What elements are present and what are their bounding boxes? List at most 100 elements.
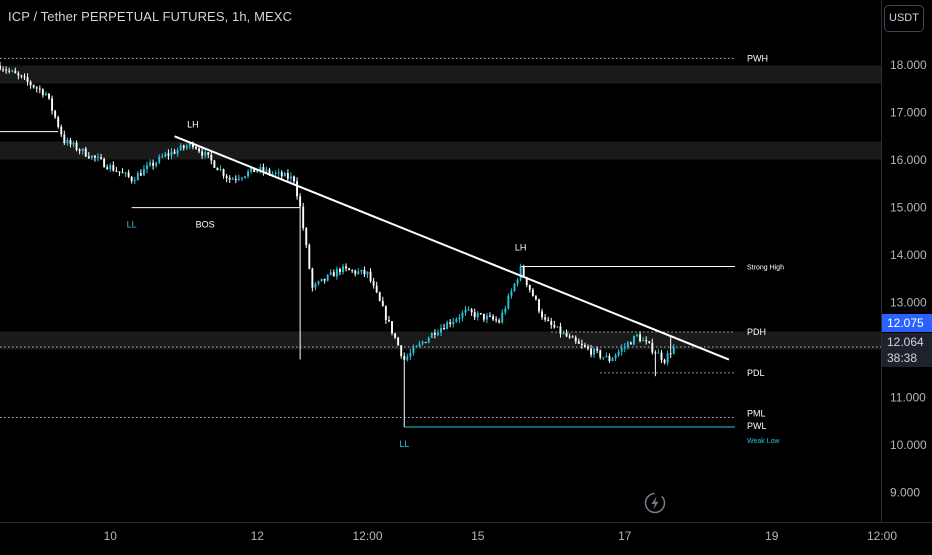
candle xyxy=(424,341,427,344)
candle xyxy=(185,143,188,150)
candle xyxy=(57,115,60,129)
candle xyxy=(449,319,452,328)
candle xyxy=(620,344,623,356)
candle xyxy=(531,287,534,297)
candle xyxy=(48,93,50,100)
candle xyxy=(467,306,470,311)
candle xyxy=(642,336,645,342)
candle xyxy=(547,316,550,322)
candle xyxy=(115,166,118,172)
candle xyxy=(440,324,442,337)
candle xyxy=(553,320,556,329)
candle xyxy=(397,336,400,346)
candle xyxy=(541,308,544,320)
candle xyxy=(87,152,90,160)
currency-button[interactable]: USDT xyxy=(884,5,924,32)
candle xyxy=(599,349,602,360)
candle xyxy=(121,168,124,174)
candle xyxy=(470,307,473,316)
price-tick-label: 10.000 xyxy=(890,438,927,452)
candle xyxy=(593,347,596,358)
candle xyxy=(654,350,657,377)
candle xyxy=(32,84,35,89)
candle xyxy=(394,332,397,340)
price-tick-label: 16.000 xyxy=(890,153,927,167)
level-band xyxy=(0,141,882,160)
time-tick-label: 15 xyxy=(471,529,485,543)
candle xyxy=(458,313,461,323)
candle xyxy=(657,349,660,354)
candle xyxy=(158,154,161,165)
candle xyxy=(69,137,72,148)
candle xyxy=(133,177,136,185)
candle xyxy=(118,171,121,177)
candle xyxy=(97,153,99,162)
level-band xyxy=(0,65,882,84)
candle xyxy=(106,164,109,171)
candle xyxy=(293,175,295,185)
candle xyxy=(473,308,476,321)
annotations: LH LL BOS LH LL Weak Low xyxy=(127,119,781,449)
candle xyxy=(348,267,351,271)
candle xyxy=(363,266,366,278)
candle xyxy=(354,269,357,277)
candle xyxy=(100,153,103,160)
candle xyxy=(317,280,320,286)
candlesticks xyxy=(0,61,675,428)
lightning-icon[interactable] xyxy=(644,492,666,514)
candle xyxy=(289,172,292,183)
candle xyxy=(501,309,504,324)
candle xyxy=(335,266,338,280)
candle xyxy=(645,336,648,345)
candle xyxy=(109,163,112,172)
candle xyxy=(127,169,130,178)
candle xyxy=(345,263,348,272)
candle xyxy=(574,335,577,344)
candle xyxy=(626,340,629,350)
candle xyxy=(614,353,617,362)
candle xyxy=(663,358,666,365)
candle xyxy=(338,267,341,276)
candle xyxy=(93,155,96,162)
candle xyxy=(602,357,605,361)
candle xyxy=(513,283,516,292)
current-price-value: 12.064 xyxy=(887,335,924,349)
annotation-label: LH xyxy=(187,119,199,129)
candle xyxy=(605,352,608,358)
candle xyxy=(66,137,69,146)
annotation-label: LL xyxy=(399,439,409,449)
candle xyxy=(240,176,243,182)
candle xyxy=(403,352,406,428)
candle xyxy=(201,148,204,160)
candle xyxy=(210,151,213,165)
candle xyxy=(415,345,418,348)
candle xyxy=(485,313,488,324)
candle xyxy=(11,69,14,73)
candle xyxy=(234,175,237,184)
price-axis[interactable]: 18.000 17.000 16.000 15.000 14.000 13.000 11.0… xyxy=(890,58,927,499)
candle xyxy=(544,313,547,322)
annotation-label: LH xyxy=(515,242,527,252)
time-axis[interactable]: 10 12 12:00 15 17 19 12:00 xyxy=(104,529,898,543)
candle xyxy=(510,288,513,299)
candle xyxy=(629,341,632,345)
candle xyxy=(479,312,482,315)
candle xyxy=(489,312,491,318)
level-label: PML xyxy=(747,409,766,419)
bar-countdown: 38:38 xyxy=(887,351,918,365)
candle xyxy=(378,291,381,302)
candle xyxy=(5,66,8,74)
candle xyxy=(351,269,354,274)
level-label: PDH xyxy=(747,327,766,337)
candle xyxy=(247,169,250,179)
level-label: PWL xyxy=(747,421,767,431)
candle xyxy=(366,271,369,279)
time-tick-label: 12:00 xyxy=(867,529,897,543)
candle xyxy=(562,330,565,335)
candle xyxy=(161,153,164,159)
trendline xyxy=(174,135,730,361)
candle xyxy=(519,263,522,282)
candle xyxy=(421,340,424,346)
